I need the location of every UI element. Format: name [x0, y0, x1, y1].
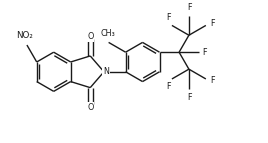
Text: F: F — [167, 13, 171, 22]
Text: F: F — [188, 3, 192, 12]
Text: O: O — [87, 32, 94, 41]
Text: F: F — [167, 82, 171, 91]
Text: CH₃: CH₃ — [100, 29, 115, 38]
Text: N: N — [103, 67, 109, 76]
Text: O: O — [87, 103, 94, 112]
Text: F: F — [210, 19, 214, 28]
Text: NO₂: NO₂ — [17, 31, 34, 40]
Text: F: F — [203, 48, 207, 57]
Text: F: F — [188, 93, 192, 102]
Text: F: F — [210, 76, 214, 85]
